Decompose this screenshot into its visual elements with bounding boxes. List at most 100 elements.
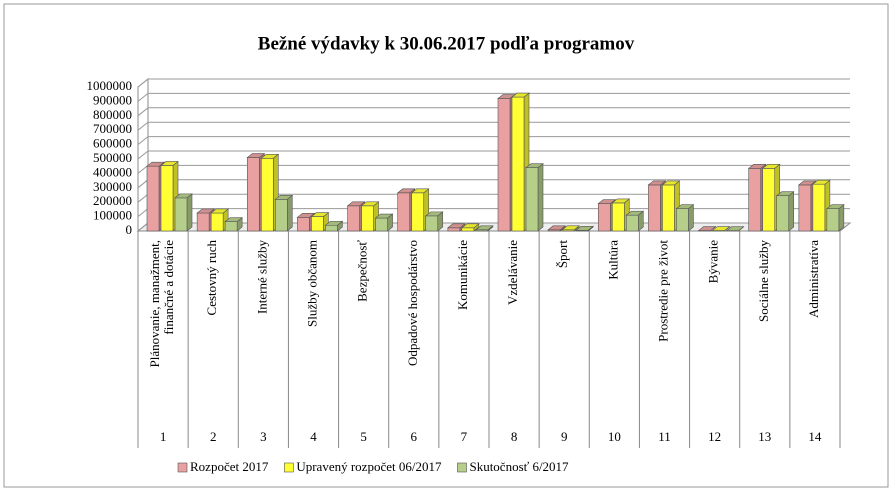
y-tick-label: 700000 — [93, 121, 132, 136]
bar — [661, 180, 681, 232]
y-tick-label: 500000 — [93, 150, 132, 165]
bar-front — [776, 195, 790, 232]
x-tick-label: Sociálne služby — [756, 240, 771, 322]
x-tick-label: Odpadové hospodárstvo — [405, 240, 420, 366]
bar-front — [246, 157, 260, 232]
category-number: 14 — [808, 429, 822, 444]
bar-top — [374, 213, 394, 219]
bar-front — [325, 224, 338, 232]
bar — [826, 204, 845, 232]
bar-front — [625, 214, 639, 232]
bar-top — [775, 191, 795, 197]
legend-label: Rozpočet 2017 — [190, 459, 269, 474]
bar-top — [447, 223, 466, 229]
category-number: 8 — [511, 429, 518, 444]
legend-swatch — [177, 462, 188, 473]
bar — [675, 204, 695, 232]
bar-top — [597, 199, 617, 204]
bar-top — [525, 163, 544, 168]
grid-line — [137, 150, 850, 160]
bar-top — [611, 198, 631, 204]
bar-top — [511, 92, 530, 98]
y-tick-label: 0 — [126, 222, 133, 237]
bar-front — [146, 165, 160, 232]
category-number: 2 — [210, 429, 217, 444]
bar-front — [210, 212, 224, 232]
bar — [561, 225, 580, 232]
bar-front — [662, 184, 675, 232]
y-tick-label: 400000 — [93, 164, 132, 179]
bar-side — [537, 163, 544, 232]
bar-top — [160, 161, 179, 166]
bar-top — [246, 153, 266, 158]
bar — [547, 225, 566, 232]
bar — [374, 213, 394, 232]
bar-front — [425, 215, 439, 232]
bar-top — [260, 153, 280, 159]
chart-title: Bežné výdavky k 30.06.2017 podľa program… — [258, 33, 635, 54]
bar-top — [547, 225, 566, 231]
bar-top — [196, 208, 215, 214]
bar-front — [762, 168, 776, 232]
bar-front — [347, 205, 360, 232]
bar-top — [360, 201, 380, 207]
x-tick-label: Šport — [555, 240, 570, 269]
x-tick-label: Vzdelávanie — [505, 240, 520, 305]
x-tick-label: Cestovný ruch — [204, 240, 219, 316]
grid-line — [137, 78, 850, 88]
x-tick-label: Interné služby — [254, 240, 269, 315]
bar-top — [675, 204, 695, 209]
bar-top — [747, 164, 767, 169]
x-tick-label: Bezpečnosť — [355, 240, 370, 302]
x-tick-label: Administratíva — [806, 240, 821, 318]
category-number: 7 — [461, 429, 468, 444]
bar-side — [838, 204, 845, 232]
bar-top — [396, 188, 416, 194]
bar-front — [497, 98, 511, 232]
bar-front — [224, 221, 238, 232]
bar-side — [688, 204, 694, 232]
bar-top — [761, 164, 781, 169]
bar-top — [274, 195, 294, 200]
bar-front — [260, 157, 274, 232]
frame — [3, 3, 889, 488]
legend-label: Upravený rozpočet 06/2017 — [296, 459, 442, 474]
bar-front — [447, 227, 461, 232]
category-number: 9 — [561, 429, 568, 444]
category-number: 1 — [160, 429, 167, 444]
bar-top — [812, 179, 831, 185]
bar-front — [297, 217, 310, 232]
category-number: 10 — [608, 429, 621, 444]
legend-label: Skutočnosť 6/2017 — [469, 459, 569, 474]
bar-front — [375, 217, 388, 232]
category-number: 6 — [411, 429, 418, 444]
bar — [424, 211, 444, 232]
category-number: 3 — [260, 429, 267, 444]
bar-top — [575, 225, 594, 231]
bar-front — [798, 184, 812, 232]
bar — [310, 211, 330, 232]
bar-top — [798, 180, 817, 186]
bar — [711, 225, 731, 232]
bar-front — [597, 203, 611, 232]
bar-top — [725, 226, 745, 232]
x-tick-label: Plánovanie, manažment,finančné a dotácie — [147, 240, 176, 368]
bar-front — [174, 197, 188, 232]
bar-front — [160, 165, 174, 232]
bar-front — [411, 192, 425, 232]
bar — [461, 223, 480, 232]
bar — [274, 194, 294, 232]
legend-swatch — [284, 462, 294, 473]
category-number: 13 — [758, 429, 771, 444]
bar-front — [311, 216, 324, 232]
y-tick-label: 600000 — [93, 136, 132, 151]
bar-front — [397, 192, 411, 232]
bar-front — [196, 212, 210, 232]
bar-front — [812, 183, 826, 232]
bar-top — [324, 220, 344, 226]
bar — [210, 208, 229, 232]
category-number: 12 — [708, 429, 721, 444]
bar-top — [561, 225, 580, 231]
bar — [775, 191, 795, 232]
